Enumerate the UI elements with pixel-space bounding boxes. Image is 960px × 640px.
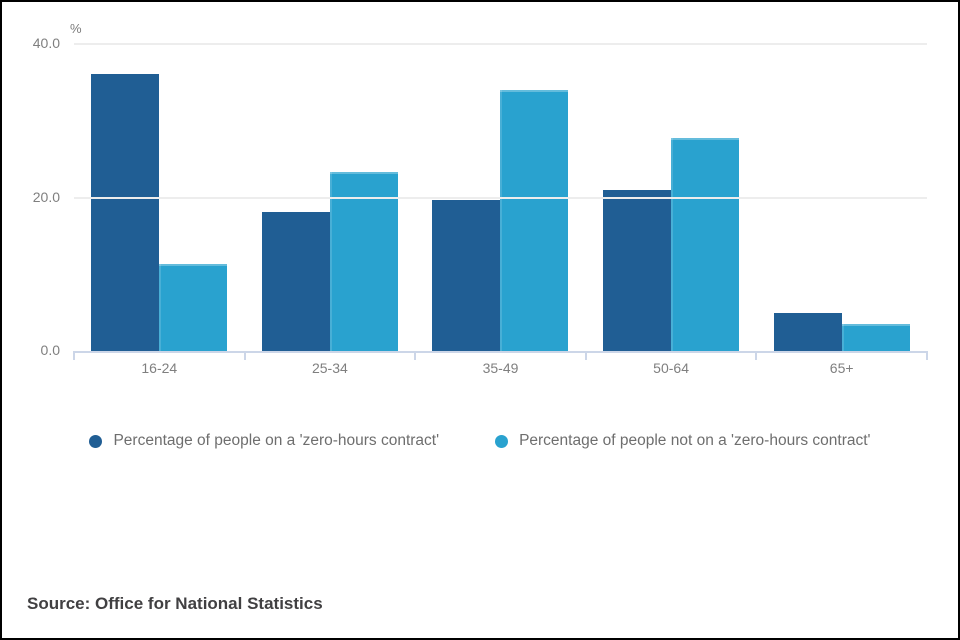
bar-series2-50-64 [671, 138, 740, 351]
legend: Percentage of people on a 'zero-hours co… [2, 432, 958, 450]
x-axis-tick [755, 351, 758, 360]
bar-group-25-34 [245, 44, 416, 351]
y-axis-label-20: 20.0 [32, 188, 60, 205]
x-axis-label-65+: 65+ [829, 360, 854, 376]
bar-series2-35-49 [500, 90, 569, 351]
bar-series1-16-24 [91, 73, 160, 351]
bar-group-16-24 [74, 44, 245, 351]
bar-group-50-64 [586, 44, 757, 351]
legend-label: Percentage of people on a 'zero-hours co… [113, 432, 440, 449]
bar-series2-25-34 [329, 172, 398, 351]
bar-series1-50-64 [603, 189, 672, 351]
bar-series1-35-49 [432, 199, 501, 351]
x-axis-tick [243, 351, 246, 360]
bar-series2-16-24 [159, 264, 228, 351]
x-axis-label-25-34: 25-34 [311, 360, 348, 376]
x-axis-label-35-49: 35-49 [482, 360, 519, 376]
x-axis-tick [584, 351, 587, 360]
legend-label: Percentage of people not on a 'zero-hour… [519, 432, 871, 449]
legend-dot-icon [89, 434, 103, 448]
x-axis-labels: 16-24 25-34 35-49 50-64 65+ [74, 360, 927, 376]
x-axis-label-50-64: 50-64 [653, 360, 689, 376]
bar-groups [74, 44, 927, 351]
y-axis-label-40: 40.0 [32, 35, 60, 51]
legend-dot-icon [495, 434, 509, 448]
y-axis-label-0: 0.0 [40, 342, 60, 358]
y-axis-unit-label: % [70, 21, 82, 36]
bar-group-65+ [756, 44, 927, 351]
gridline-20 [74, 196, 927, 199]
legend-item-2: Percentage of people not on a 'zero-hour… [495, 432, 871, 450]
x-axis-label-16-24: 16-24 [141, 360, 178, 376]
bar-series2-65+ [841, 324, 910, 351]
x-axis-tick [414, 351, 417, 360]
legend-item-1: Percentage of people on a 'zero-hours co… [89, 432, 439, 450]
source-caption: Source: Office for National Statistics [27, 594, 323, 613]
x-axis-tick [926, 351, 928, 360]
bar-series1-25-34 [261, 212, 330, 351]
gridline-40 [74, 43, 927, 45]
x-axis-tick [73, 351, 75, 360]
bar-group-35-49 [415, 44, 586, 351]
bar-series1-65+ [773, 312, 842, 351]
plot-area [73, 43, 928, 360]
